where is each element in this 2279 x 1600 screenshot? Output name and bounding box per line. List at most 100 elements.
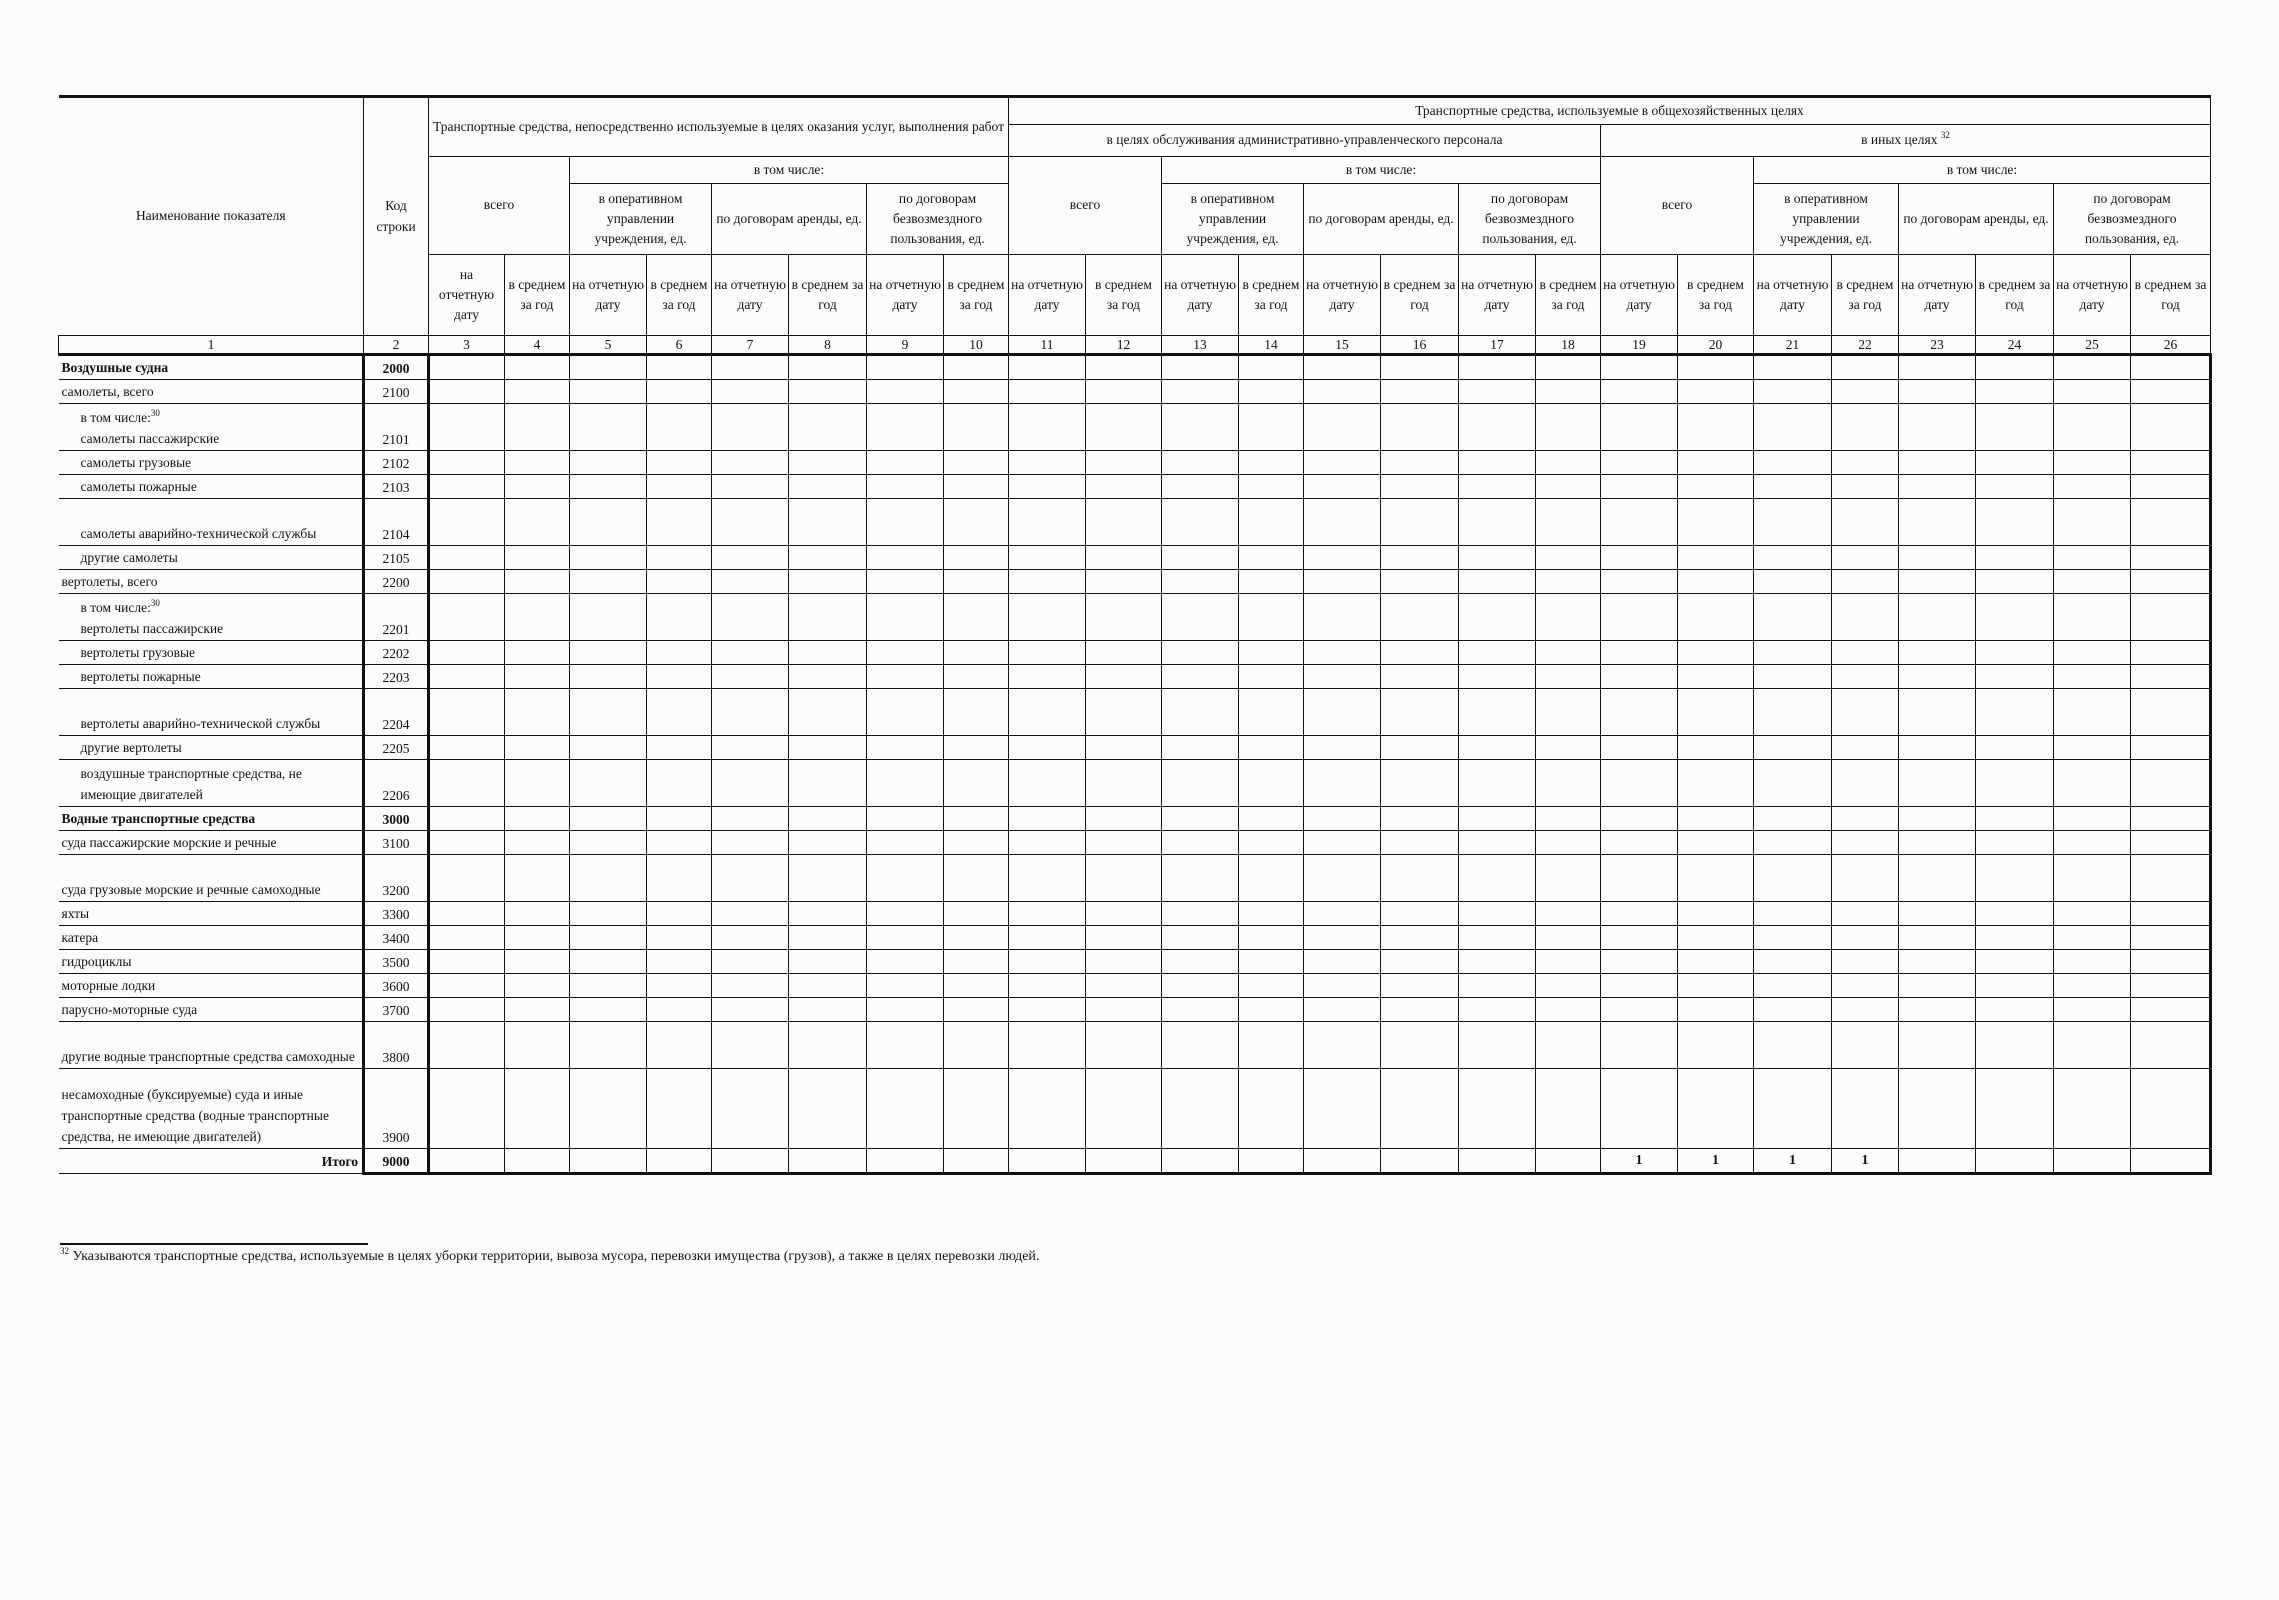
value-cell[interactable] [1238,688,1304,736]
value-cell[interactable] [1535,1068,1601,1149]
value-cell[interactable] [788,379,867,404]
value-cell[interactable] [866,403,944,451]
value-cell[interactable] [1161,403,1239,451]
value-cell[interactable] [1831,403,1899,451]
value-cell[interactable] [866,830,944,855]
value-cell[interactable] [1458,830,1536,855]
value-cell[interactable] [2130,593,2212,641]
value-cell[interactable] [1161,498,1239,546]
value-cell[interactable] [788,830,867,855]
value-cell[interactable] [1085,450,1162,475]
value-cell[interactable]: 1 [1753,1148,1832,1175]
value-cell[interactable] [2130,973,2212,998]
value-cell[interactable] [1380,925,1459,950]
value-cell[interactable] [1458,735,1536,760]
value-cell[interactable] [711,593,789,641]
value-cell[interactable] [1238,1021,1304,1069]
value-cell[interactable] [504,1021,570,1069]
value-cell[interactable] [1898,545,1976,570]
value-cell[interactable] [646,569,712,594]
value-cell[interactable] [1975,830,2054,855]
value-cell[interactable] [1085,1021,1162,1069]
value-cell[interactable] [1303,1148,1381,1175]
value-cell[interactable] [711,379,789,404]
value-cell[interactable] [2053,545,2131,570]
value-cell[interactable] [1975,688,2054,736]
value-cell[interactable] [428,1068,505,1149]
value-cell[interactable] [1753,854,1832,902]
value-cell[interactable] [1831,640,1899,665]
value-cell[interactable] [1600,450,1678,475]
value-cell[interactable] [1085,474,1162,499]
value-cell[interactable] [428,498,505,546]
value-cell[interactable] [1535,403,1601,451]
value-cell[interactable] [569,403,647,451]
value-cell[interactable] [1677,664,1754,689]
value-cell[interactable] [1975,806,2054,831]
value-cell[interactable] [1008,664,1086,689]
value-cell[interactable] [428,901,505,926]
value-cell[interactable] [1161,759,1239,807]
value-cell[interactable] [1458,354,1536,380]
value-cell[interactable] [1975,569,2054,594]
value-cell[interactable] [1898,474,1976,499]
value-cell[interactable] [1975,664,2054,689]
value-cell[interactable] [428,735,505,760]
value-cell[interactable] [1535,735,1601,760]
value-cell[interactable] [1458,806,1536,831]
value-cell[interactable] [1975,379,2054,404]
value-cell[interactable] [711,354,789,380]
value-cell[interactable] [788,450,867,475]
value-cell[interactable] [943,1068,1009,1149]
value-cell[interactable] [1975,854,2054,902]
value-cell[interactable] [1008,474,1086,499]
value-cell[interactable] [1303,925,1381,950]
value-cell[interactable] [1008,973,1086,998]
value-cell[interactable] [866,973,944,998]
value-cell[interactable] [2130,569,2212,594]
value-cell[interactable] [569,925,647,950]
value-cell[interactable] [1303,403,1381,451]
value-cell[interactable] [1380,735,1459,760]
value-cell[interactable] [1677,925,1754,950]
value-cell[interactable] [1303,830,1381,855]
value-cell[interactable] [2053,854,2131,902]
value-cell[interactable] [428,354,505,380]
value-cell[interactable] [1831,498,1899,546]
value-cell[interactable] [1303,569,1381,594]
value-cell[interactable] [1161,1068,1239,1149]
value-cell[interactable] [428,854,505,902]
value-cell[interactable] [2130,545,2212,570]
value-cell[interactable] [1600,1021,1678,1069]
value-cell[interactable] [646,735,712,760]
value-cell[interactable] [1753,925,1832,950]
value-cell[interactable] [504,664,570,689]
value-cell[interactable]: 1 [1600,1148,1678,1175]
value-cell[interactable] [1008,379,1086,404]
value-cell[interactable] [504,474,570,499]
value-cell[interactable] [428,664,505,689]
value-cell[interactable] [2130,949,2212,974]
value-cell[interactable] [2130,498,2212,546]
value-cell[interactable] [866,901,944,926]
value-cell[interactable] [2053,664,2131,689]
value-cell[interactable] [2053,498,2131,546]
value-cell[interactable] [1380,1148,1459,1175]
value-cell[interactable] [1008,901,1086,926]
value-cell[interactable] [1161,997,1239,1022]
value-cell[interactable] [1238,354,1304,380]
value-cell[interactable] [711,901,789,926]
value-cell[interactable] [1085,830,1162,855]
value-cell[interactable] [788,1068,867,1149]
value-cell[interactable] [504,640,570,665]
value-cell[interactable] [1380,498,1459,546]
value-cell[interactable] [1085,498,1162,546]
value-cell[interactable] [1238,1148,1304,1175]
value-cell[interactable] [1975,925,2054,950]
value-cell[interactable] [1380,830,1459,855]
value-cell[interactable] [1898,759,1976,807]
value-cell[interactable] [1677,498,1754,546]
value-cell[interactable] [1600,569,1678,594]
value-cell[interactable] [1238,973,1304,998]
value-cell[interactable] [646,997,712,1022]
